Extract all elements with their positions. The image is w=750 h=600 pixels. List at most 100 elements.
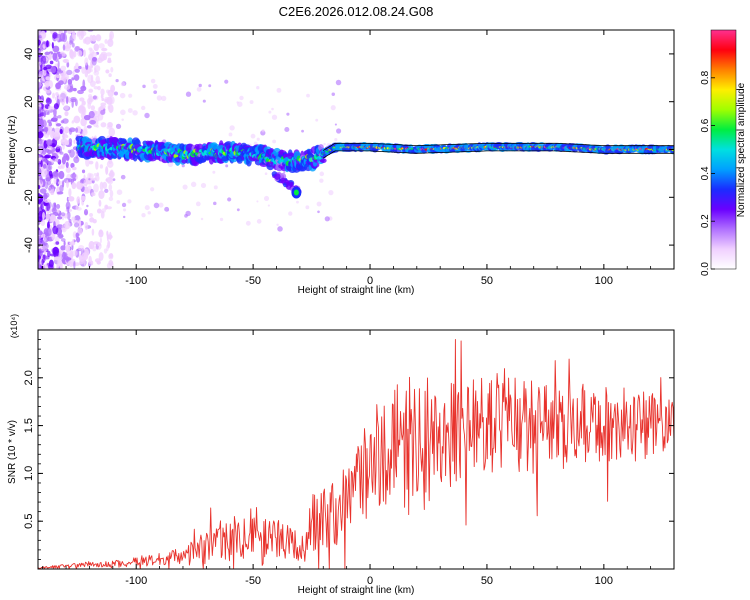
spectral-cell bbox=[108, 196, 114, 202]
spectrogram-x-tick-label: -50 bbox=[245, 275, 261, 287]
spectral-cell bbox=[89, 213, 93, 217]
spectrogram-x-tick-label: 0 bbox=[367, 275, 373, 287]
spectral-cell bbox=[38, 210, 44, 220]
spectral-cell bbox=[296, 200, 299, 204]
spectral-cell bbox=[53, 249, 59, 258]
spectrogram-y-tick-label: 40 bbox=[23, 48, 35, 60]
spectrogram-x-tick-label: -100 bbox=[125, 275, 147, 287]
spectral-cell bbox=[212, 170, 216, 174]
spectral-cell bbox=[39, 194, 43, 199]
spectral-cell bbox=[93, 172, 98, 176]
spectral-cell bbox=[305, 205, 310, 210]
spectral-cell bbox=[256, 137, 260, 141]
spectral-cell bbox=[97, 119, 100, 122]
spectral-cell bbox=[198, 83, 202, 88]
spectral-cell bbox=[38, 264, 42, 269]
spectral-cell bbox=[335, 79, 342, 86]
spectral-cell bbox=[101, 208, 107, 213]
colorbar-scale bbox=[710, 29, 737, 270]
spectral-cell bbox=[60, 120, 65, 124]
spectral-cell bbox=[99, 164, 104, 169]
spectral-cell bbox=[200, 217, 204, 221]
spectral-cell bbox=[45, 76, 51, 81]
spectral-cell bbox=[71, 216, 76, 221]
spectral-cell bbox=[40, 160, 43, 168]
spectral-cell bbox=[68, 98, 72, 104]
spectral-cell bbox=[108, 173, 113, 177]
colorbar: 0.0 0.2 0.4 0.6 0.8 Normalized spectral ampl… bbox=[700, 29, 747, 276]
spectrogram-x-ticks: -100 -50 0 50 100 bbox=[42, 30, 675, 287]
spectral-cell bbox=[90, 105, 96, 111]
spectral-cell bbox=[51, 41, 54, 49]
spectral-cell bbox=[45, 212, 51, 221]
spectral-cell bbox=[67, 78, 73, 85]
spectral-cell bbox=[324, 216, 330, 222]
spectral-cell bbox=[239, 95, 244, 101]
spectral-cell bbox=[63, 98, 66, 103]
spectral-cell bbox=[72, 177, 77, 182]
spectral-cell bbox=[153, 90, 158, 95]
spectral-cell bbox=[73, 139, 76, 144]
spectral-cell bbox=[78, 245, 85, 251]
spectral-cell bbox=[53, 186, 56, 190]
spectral-cell bbox=[108, 73, 112, 78]
spectral-cell bbox=[104, 39, 108, 44]
spectral-cell bbox=[102, 181, 108, 189]
spectral-cell bbox=[46, 139, 53, 146]
spectral-cell bbox=[45, 89, 51, 94]
spectral-cell bbox=[106, 262, 112, 269]
spectral-cell bbox=[89, 34, 94, 42]
snr-x-tick-label: 50 bbox=[481, 575, 493, 587]
spectral-cell bbox=[67, 205, 70, 214]
spectral-cell bbox=[72, 30, 76, 40]
spectral-cell bbox=[105, 166, 109, 175]
spectral-cell bbox=[55, 132, 61, 138]
spectral-cell bbox=[195, 201, 201, 207]
spectral-cell bbox=[45, 97, 52, 105]
spectral-cell bbox=[63, 240, 66, 247]
snr-y-tick-label: 1.0 bbox=[23, 466, 35, 481]
spectral-cell bbox=[72, 70, 75, 78]
spectral-cell bbox=[93, 43, 99, 52]
spectral-cell bbox=[45, 80, 50, 88]
spectral-cell bbox=[82, 107, 87, 116]
spectral-cell bbox=[53, 172, 59, 177]
spectral-cell bbox=[47, 221, 50, 230]
spectral-cell bbox=[74, 68, 80, 73]
spectral-cell bbox=[56, 69, 63, 74]
snr-panel: -100 -50 0 50 100 0.5 1.0 1.5 2.0 Height of str… bbox=[7, 314, 675, 596]
spectral-cell bbox=[336, 128, 342, 134]
spectral-cell bbox=[115, 123, 122, 129]
ridge-fit-line-lower bbox=[323, 150, 674, 159]
spectral-cell bbox=[54, 236, 60, 244]
spectral-cell bbox=[38, 131, 44, 139]
spectral-cell bbox=[65, 95, 69, 105]
spectral-cell bbox=[89, 80, 96, 87]
spectral-cell bbox=[161, 95, 167, 101]
spectral-cell bbox=[54, 158, 59, 163]
spectral-cell bbox=[42, 254, 46, 260]
spectral-cell bbox=[320, 158, 327, 164]
spectral-cell bbox=[72, 87, 77, 92]
spectral-cell bbox=[331, 92, 335, 96]
spectral-cell bbox=[95, 34, 102, 42]
spectral-cell bbox=[334, 123, 337, 126]
spectral-cell bbox=[51, 138, 58, 148]
spectral-cell bbox=[105, 89, 110, 94]
spectral-cell bbox=[78, 65, 82, 70]
spectral-cell bbox=[48, 105, 52, 111]
spectral-cell bbox=[44, 110, 50, 115]
spectral-cell bbox=[91, 228, 95, 236]
spectral-cell bbox=[121, 118, 124, 122]
spectral-cell bbox=[71, 42, 75, 48]
spectral-cell bbox=[100, 109, 106, 116]
spectral-cell bbox=[57, 53, 62, 58]
spectral-cell bbox=[76, 181, 83, 190]
spectral-cell bbox=[52, 52, 57, 61]
spectral-cell bbox=[42, 264, 49, 269]
spectral-cell bbox=[90, 51, 98, 58]
spectral-cell bbox=[50, 65, 57, 74]
spectral-cell bbox=[78, 259, 84, 265]
spectral-cell bbox=[283, 171, 286, 174]
